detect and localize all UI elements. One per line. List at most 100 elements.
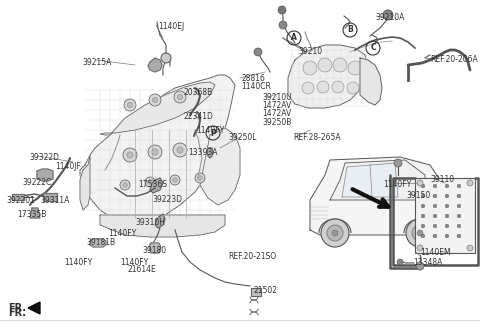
Text: 1140EM: 1140EM bbox=[420, 248, 451, 257]
Text: 39180: 39180 bbox=[142, 246, 166, 255]
Circle shape bbox=[445, 194, 449, 198]
Text: 1140FY: 1140FY bbox=[196, 126, 224, 135]
Text: 39222C: 39222C bbox=[22, 178, 51, 187]
Circle shape bbox=[152, 149, 158, 155]
Polygon shape bbox=[90, 239, 106, 247]
Circle shape bbox=[127, 102, 132, 108]
Text: 13348A: 13348A bbox=[413, 258, 443, 267]
Polygon shape bbox=[207, 148, 213, 158]
Polygon shape bbox=[28, 302, 40, 314]
Circle shape bbox=[397, 259, 403, 265]
Circle shape bbox=[279, 21, 287, 29]
Circle shape bbox=[174, 91, 186, 103]
Polygon shape bbox=[80, 155, 90, 210]
Circle shape bbox=[445, 214, 449, 218]
Text: 39210A: 39210A bbox=[375, 13, 404, 22]
Polygon shape bbox=[149, 243, 161, 253]
Circle shape bbox=[347, 82, 359, 94]
Circle shape bbox=[348, 61, 362, 75]
Polygon shape bbox=[12, 194, 24, 200]
Circle shape bbox=[467, 180, 473, 186]
Circle shape bbox=[421, 224, 425, 228]
Text: 39210U: 39210U bbox=[262, 93, 292, 102]
Text: 39223D: 39223D bbox=[152, 195, 182, 204]
Text: 39250B: 39250B bbox=[262, 118, 291, 127]
Text: 39215A: 39215A bbox=[82, 58, 111, 67]
Circle shape bbox=[445, 234, 449, 238]
Circle shape bbox=[457, 214, 461, 218]
Circle shape bbox=[278, 6, 286, 14]
Polygon shape bbox=[200, 128, 240, 205]
Circle shape bbox=[148, 180, 152, 184]
Circle shape bbox=[457, 234, 461, 238]
Circle shape bbox=[198, 176, 202, 180]
Text: 1472AV: 1472AV bbox=[262, 109, 291, 118]
Circle shape bbox=[445, 184, 449, 188]
Circle shape bbox=[445, 224, 449, 228]
Circle shape bbox=[457, 184, 461, 188]
Text: 1140JF: 1140JF bbox=[55, 162, 81, 171]
Text: FR.: FR. bbox=[8, 303, 26, 313]
Polygon shape bbox=[330, 160, 425, 200]
Circle shape bbox=[123, 183, 127, 187]
Text: 1140CR: 1140CR bbox=[241, 82, 271, 91]
Circle shape bbox=[433, 224, 437, 228]
Text: 39311A: 39311A bbox=[40, 196, 70, 205]
Text: REF.20-206A: REF.20-206A bbox=[430, 55, 478, 64]
Circle shape bbox=[417, 230, 423, 236]
Polygon shape bbox=[150, 178, 163, 193]
Polygon shape bbox=[37, 169, 53, 181]
Text: REF.28-265A: REF.28-265A bbox=[293, 133, 341, 142]
Circle shape bbox=[457, 194, 461, 198]
Text: 21502: 21502 bbox=[253, 286, 277, 295]
Polygon shape bbox=[360, 58, 382, 105]
Circle shape bbox=[457, 224, 461, 228]
Circle shape bbox=[467, 245, 473, 251]
Polygon shape bbox=[43, 193, 57, 201]
Text: 1140FY: 1140FY bbox=[108, 229, 136, 238]
Polygon shape bbox=[155, 214, 165, 228]
Text: 1140FY: 1140FY bbox=[383, 180, 411, 189]
Circle shape bbox=[317, 81, 329, 93]
Polygon shape bbox=[148, 58, 162, 72]
Circle shape bbox=[177, 94, 183, 100]
Text: B: B bbox=[347, 26, 353, 35]
Circle shape bbox=[421, 184, 425, 188]
Circle shape bbox=[445, 204, 449, 208]
Text: 39210: 39210 bbox=[298, 47, 322, 56]
Text: P: P bbox=[210, 129, 216, 137]
Text: 17335B: 17335B bbox=[17, 210, 47, 219]
Polygon shape bbox=[251, 288, 261, 296]
Text: REF.20-21SO: REF.20-21SO bbox=[228, 252, 276, 261]
Circle shape bbox=[152, 97, 158, 103]
Text: 17536S: 17536S bbox=[138, 180, 167, 189]
Polygon shape bbox=[288, 45, 368, 108]
Text: 39310H: 39310H bbox=[135, 218, 165, 227]
Polygon shape bbox=[100, 82, 215, 135]
Circle shape bbox=[332, 81, 344, 93]
Polygon shape bbox=[30, 208, 40, 218]
Circle shape bbox=[433, 234, 437, 238]
Circle shape bbox=[412, 225, 428, 241]
Circle shape bbox=[416, 262, 424, 270]
Text: 13393A: 13393A bbox=[188, 148, 217, 157]
Text: C: C bbox=[370, 43, 376, 53]
Circle shape bbox=[170, 175, 180, 185]
Circle shape bbox=[433, 184, 437, 188]
Text: 20368B: 20368B bbox=[183, 88, 212, 97]
Text: 28816: 28816 bbox=[241, 74, 265, 83]
Circle shape bbox=[173, 178, 177, 182]
Circle shape bbox=[173, 143, 187, 157]
Text: 21614E: 21614E bbox=[128, 265, 157, 274]
Circle shape bbox=[177, 147, 183, 153]
Circle shape bbox=[383, 10, 393, 20]
Circle shape bbox=[457, 204, 461, 208]
Text: 39322D: 39322D bbox=[29, 153, 59, 162]
Circle shape bbox=[302, 82, 314, 94]
Circle shape bbox=[421, 214, 425, 218]
Circle shape bbox=[333, 58, 347, 72]
Text: 39150: 39150 bbox=[406, 191, 430, 200]
Circle shape bbox=[195, 173, 205, 183]
Text: A: A bbox=[291, 33, 297, 43]
Circle shape bbox=[417, 245, 423, 251]
